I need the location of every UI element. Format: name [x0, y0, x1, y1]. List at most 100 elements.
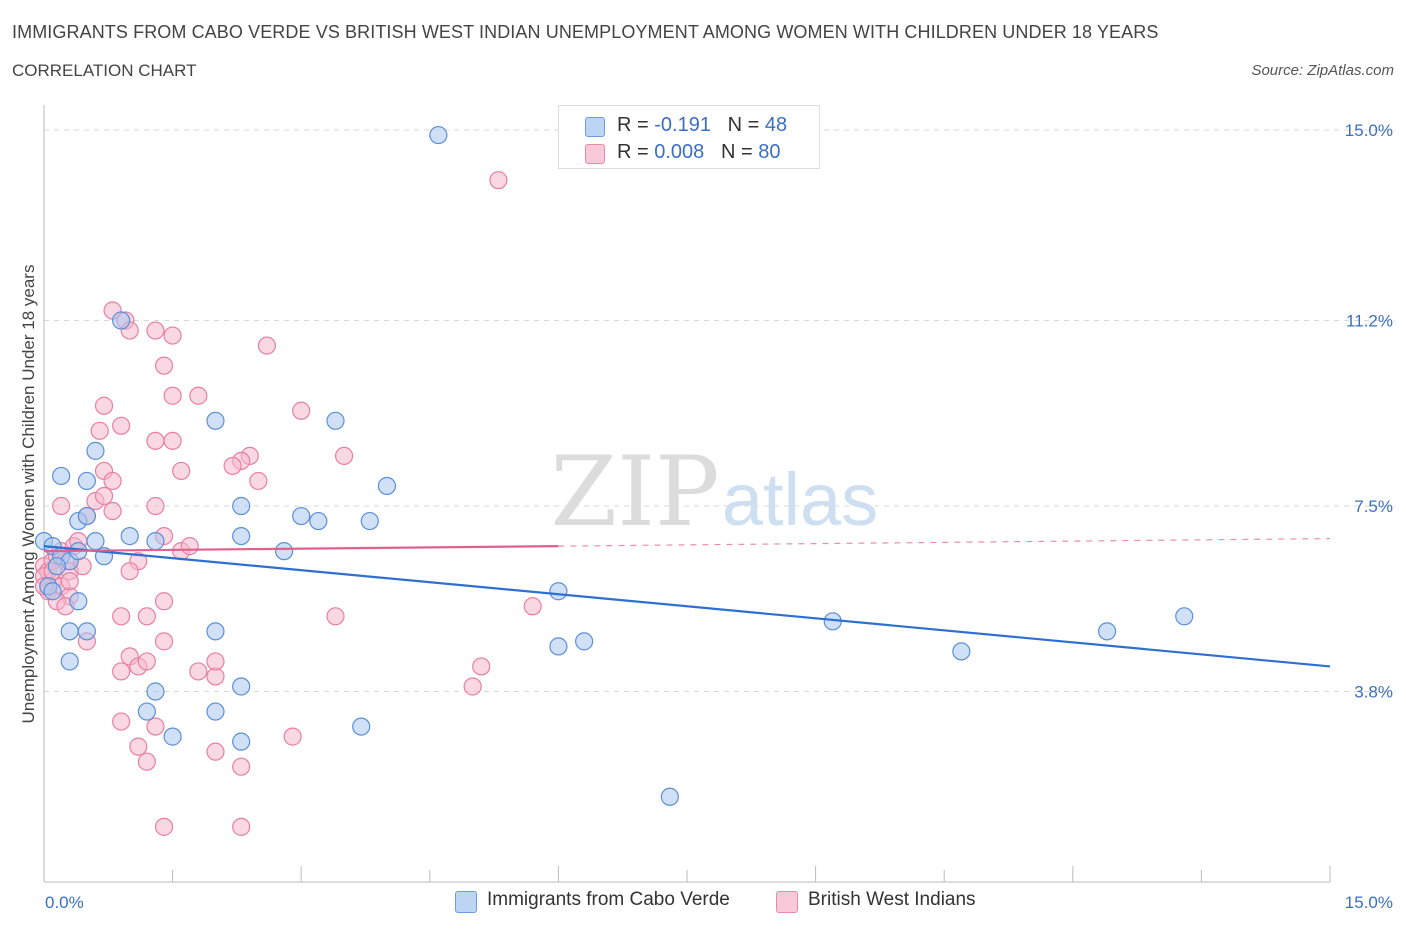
data-point-british-west-indians	[163, 326, 182, 345]
swatch-blue	[585, 117, 605, 137]
data-point-cabo-verde	[377, 476, 397, 496]
legend-swatch-pink	[776, 891, 798, 913]
data-point-cabo-verde	[112, 311, 131, 330]
data-point-cabo-verde	[232, 677, 251, 696]
data-point-british-west-indians	[112, 607, 131, 626]
data-point-british-west-indians	[103, 471, 122, 491]
data-point-british-west-indians	[129, 737, 148, 756]
data-point-cabo-verde	[77, 622, 96, 641]
data-point-cabo-verde	[352, 717, 371, 736]
data-point-cabo-verde	[232, 732, 251, 751]
trend-line-cabo-verde	[43, 545, 1331, 668]
legend-swatch-blue	[455, 891, 477, 913]
data-point-cabo-verde	[86, 441, 105, 460]
y-tick-label: 15.0%	[1345, 121, 1393, 140]
data-point-british-west-indians	[489, 171, 508, 190]
source-label: Source: ZipAtlas.com	[1251, 62, 1394, 79]
data-point-cabo-verde	[69, 592, 88, 611]
data-point-british-west-indians	[523, 597, 542, 616]
data-point-cabo-verde	[43, 582, 62, 601]
data-point-cabo-verde	[360, 511, 379, 531]
chart-title: IMMIGRANTS FROM CABO VERDE VS BRITISH WE…	[12, 22, 1159, 42]
data-point-cabo-verde	[146, 532, 165, 551]
data-point-british-west-indians	[137, 652, 156, 671]
watermark: ZIP atlas	[550, 436, 878, 548]
data-point-british-west-indians	[292, 401, 311, 420]
data-point-british-west-indians	[146, 496, 165, 516]
data-point-cabo-verde	[146, 682, 165, 701]
data-point-cabo-verde	[309, 511, 328, 531]
data-point-british-west-indians	[257, 336, 277, 355]
data-point-british-west-indians	[463, 677, 482, 696]
watermark-atlas: atlas	[722, 458, 878, 541]
x-tick-label-max: 15.0%	[1345, 893, 1393, 912]
data-point-british-west-indians	[189, 386, 208, 405]
data-point-british-west-indians	[146, 431, 165, 450]
data-point-british-west-indians	[189, 662, 208, 681]
n-value: 48	[764, 114, 788, 136]
swatch-pink	[585, 144, 605, 164]
data-point-cabo-verde	[77, 506, 96, 526]
legend-label: Immigrants from Cabo Verde	[487, 889, 730, 910]
data-point-british-west-indians	[112, 416, 131, 435]
data-point-british-west-indians	[137, 752, 156, 771]
stats-legend: R = -0.191 N = 48 R = 0.008 N = 80	[558, 105, 820, 169]
gridlines	[44, 129, 1395, 693]
series-legend: Immigrants from Cabo Verde British West …	[0, 888, 1406, 918]
data-point-cabo-verde	[232, 526, 251, 546]
series-cabo-verde	[34, 125, 1194, 806]
data-point-cabo-verde	[549, 582, 568, 601]
data-point-british-west-indians	[137, 607, 156, 626]
data-point-cabo-verde	[52, 466, 71, 486]
n-value: 80	[758, 141, 781, 163]
n-label: N =	[720, 141, 759, 163]
data-point-british-west-indians	[154, 817, 174, 836]
data-point-cabo-verde	[77, 471, 96, 491]
data-point-british-west-indians	[52, 496, 71, 516]
data-point-cabo-verde	[274, 542, 294, 561]
data-point-british-west-indians	[326, 607, 345, 626]
x-tick-label-min: 0.0%	[45, 893, 84, 912]
data-point-cabo-verde	[206, 411, 225, 430]
data-point-british-west-indians	[334, 446, 354, 465]
trend-lines	[43, 538, 1331, 668]
data-point-british-west-indians	[206, 742, 225, 761]
r-value: -0.191	[654, 114, 711, 136]
data-point-british-west-indians	[163, 431, 182, 450]
data-point-british-west-indians	[283, 727, 302, 746]
data-point-cabo-verde	[292, 506, 311, 526]
stats-text: R = 0.008 N = 80	[617, 141, 780, 164]
data-point-british-west-indians	[154, 356, 174, 375]
data-point-british-west-indians	[172, 461, 191, 481]
data-point-cabo-verde	[549, 637, 568, 656]
data-point-british-west-indians	[232, 757, 251, 776]
r-label: R =	[617, 141, 655, 163]
data-point-british-west-indians	[154, 632, 174, 651]
y-tick-labels: 3.8% 7.5% 11.2% 15.0%	[1345, 121, 1393, 701]
data-point-cabo-verde	[1097, 622, 1117, 641]
data-point-cabo-verde	[86, 532, 105, 551]
chart-subtitle: CORRELATION CHART	[12, 61, 197, 80]
data-point-british-west-indians	[146, 717, 165, 736]
legend-label: British West Indians	[808, 889, 976, 910]
r-label: R =	[617, 114, 655, 136]
watermark-zip: ZIP	[550, 436, 719, 548]
data-point-cabo-verde	[326, 411, 345, 430]
data-point-cabo-verde	[952, 642, 971, 661]
data-point-cabo-verde	[1175, 607, 1194, 626]
data-point-british-west-indians	[146, 321, 165, 340]
data-point-cabo-verde	[429, 125, 448, 145]
data-point-cabo-verde	[47, 557, 66, 576]
data-point-british-west-indians	[60, 572, 79, 591]
data-point-british-west-indians	[94, 486, 114, 506]
trend-line-british-west-indians-extension	[558, 538, 1331, 547]
data-point-british-west-indians	[472, 657, 491, 676]
data-point-british-west-indians	[112, 712, 131, 731]
data-point-british-west-indians	[103, 501, 122, 521]
data-point-cabo-verde	[232, 496, 251, 516]
data-point-british-west-indians	[163, 386, 182, 405]
data-point-cabo-verde	[120, 526, 139, 546]
data-point-british-west-indians	[180, 537, 199, 556]
n-label: N =	[727, 114, 765, 136]
